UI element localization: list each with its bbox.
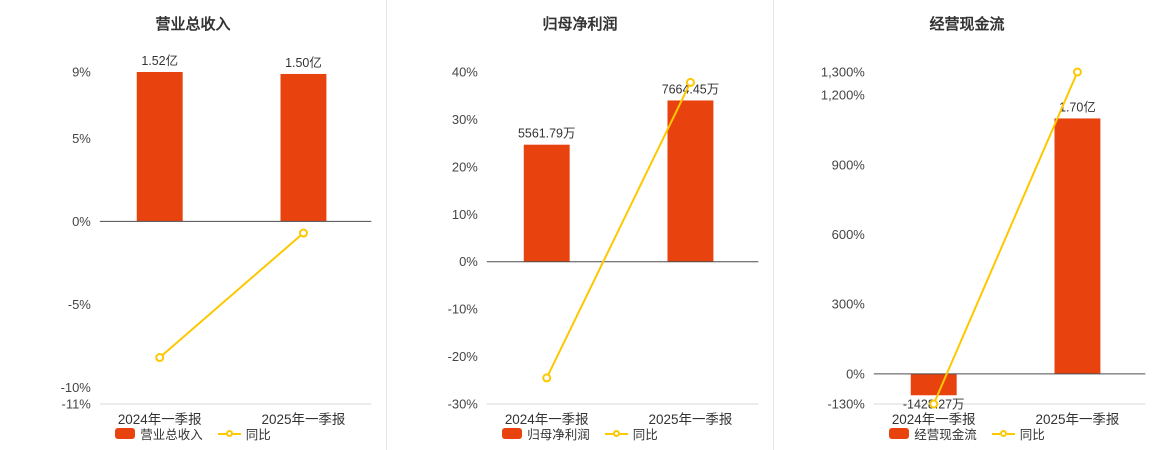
y-tick-label: -11% xyxy=(62,396,92,411)
y-tick-label: 0% xyxy=(459,254,478,269)
legend-item-bar[interactable]: 营业总收入 xyxy=(115,424,203,443)
y-tick-label: 900% xyxy=(832,157,866,172)
yoy-point-2024年一季报[interactable] xyxy=(929,399,939,409)
y-tick-label: -130% xyxy=(827,396,865,411)
y-tick-label: 9% xyxy=(72,64,91,79)
legend-item-line[interactable]: 同比 xyxy=(991,424,1045,443)
chart-canvas: 40% 30% 20% 10% 0% -10% -20% -30% 5561.79万 7664.4… xyxy=(387,0,773,450)
legend-item-bar[interactable]: 归母净利润 xyxy=(502,424,590,443)
y-tick-label: 300% xyxy=(832,297,866,312)
legend-line-label: 同比 xyxy=(1019,428,1045,442)
legend-item-bar[interactable]: 经营现金流 xyxy=(889,424,977,443)
legend-bar-label: 归母净利润 xyxy=(527,428,590,442)
chart-svg: 9% 5% 0% -5% -10%-11% 1.52亿 1.50亿 2024年一季报 2025年… xyxy=(61,53,372,427)
x-axis-label: 2025年一季报 xyxy=(649,412,733,427)
chart-panel-operating-cash-flow: 经营现金流 1,300%1,200%900%600%300%0%-130%-14… xyxy=(773,0,1160,450)
chart-svg: 1,300%1,200%900%600%300%0%-130%-1428.27万… xyxy=(821,64,1146,427)
bar-swatch-icon xyxy=(889,428,910,439)
x-axis-label: 2024年一季报 xyxy=(118,412,202,427)
y-tick-label: 0% xyxy=(846,366,865,381)
y-tick-label: -20% xyxy=(448,349,479,364)
y-tick-label: 0% xyxy=(72,214,91,229)
y-tick-label: -10% xyxy=(61,380,92,395)
bar-swatch-icon xyxy=(115,428,136,439)
x-axis-label: 2024年一季报 xyxy=(505,412,589,427)
yoy-line xyxy=(932,71,1079,405)
chart-panel-net-profit: 归母净利润 40% 30% 20% 10% 0% -10% -20% -30% 5561.79万… xyxy=(386,0,773,450)
x-axis-label: 2024年一季报 xyxy=(892,412,976,427)
y-tick-label: 600% xyxy=(832,227,866,242)
y-tick-label: -5% xyxy=(68,297,92,312)
bar-2025年一季报[interactable] xyxy=(280,73,327,222)
legend-item-line[interactable]: 同比 xyxy=(217,424,271,443)
bar-value-label: 5561.79万 xyxy=(518,127,575,141)
bar-2024年一季报[interactable] xyxy=(136,72,183,222)
y-tick-label: 5% xyxy=(72,131,91,146)
legend-line-label: 同比 xyxy=(632,428,658,442)
yoy-point-2025年一季报[interactable] xyxy=(1072,67,1082,77)
chart-canvas: 9% 5% 0% -5% -10% -11% 1.52亿 1.50亿 2024年一季报 2025年… xyxy=(0,0,386,450)
y-tick-label: -30% xyxy=(448,396,479,411)
legend-bar-label: 营业总收入 xyxy=(140,428,203,442)
chart-legend: 营业总收入 同比 xyxy=(0,424,386,443)
bar-value-label: 1.52亿 xyxy=(141,53,178,68)
bar-2025年一季报[interactable] xyxy=(667,100,714,262)
y-tick-label: -10% xyxy=(448,302,479,317)
chart-title: 营业总收入 xyxy=(155,16,231,33)
line-swatch-icon xyxy=(604,430,628,437)
yoy-point-2024年一季报[interactable] xyxy=(155,353,165,363)
line-swatch-icon xyxy=(217,430,241,437)
yoy-line xyxy=(545,81,692,379)
y-tick-label: 20% xyxy=(452,159,478,174)
legend-item-line[interactable]: 同比 xyxy=(604,424,658,443)
legend-line-label: 同比 xyxy=(245,428,271,442)
y-tick-label: 30% xyxy=(452,112,478,127)
yoy-line xyxy=(159,232,305,359)
bar-swatch-icon xyxy=(502,428,523,439)
chart-legend: 经营现金流 同比 xyxy=(774,424,1160,443)
yoy-point-2025年一季报[interactable] xyxy=(298,228,308,238)
bar-2025年一季报[interactable] xyxy=(1054,118,1101,374)
yoy-point-2025年一季报[interactable] xyxy=(685,77,695,87)
bar-value-label: 1.70亿 xyxy=(1059,99,1096,114)
chart-legend: 归母净利润 同比 xyxy=(387,424,773,443)
bar-value-label: 1.50亿 xyxy=(285,55,322,70)
y-tick-label: 10% xyxy=(452,207,478,222)
line-swatch-icon xyxy=(991,430,1015,437)
legend-bar-label: 经营现金流 xyxy=(914,428,977,442)
chart-title: 归母净利润 xyxy=(542,16,618,33)
yoy-point-2024年一季报[interactable] xyxy=(542,373,552,383)
y-tick-label: 40% xyxy=(452,64,478,79)
chart-panel-revenue: 营业总收入 9% 5% 0% -5% -10% -11% 1.52亿 1.50亿 2024年一季… xyxy=(0,0,386,450)
x-axis-label: 2025年一季报 xyxy=(262,412,346,427)
y-tick-label: 1,300% xyxy=(821,64,865,79)
bar-2024年一季报[interactable] xyxy=(910,373,957,396)
bar-value-label: 7664.45万 xyxy=(662,82,719,96)
x-axis-label: 2025年一季报 xyxy=(1036,412,1120,427)
chart-svg: 40% 30% 20% 10% 0% -10% -20% -30% 5561.79万 7664.4… xyxy=(448,64,759,427)
y-tick-label: 1,200% xyxy=(821,88,865,103)
chart-canvas: 1,300%1,200%900%600%300%0%-130%-1428.27万… xyxy=(774,0,1160,450)
chart-title: 经营现金流 xyxy=(929,16,1005,33)
bar-2024年一季报[interactable] xyxy=(523,144,570,262)
